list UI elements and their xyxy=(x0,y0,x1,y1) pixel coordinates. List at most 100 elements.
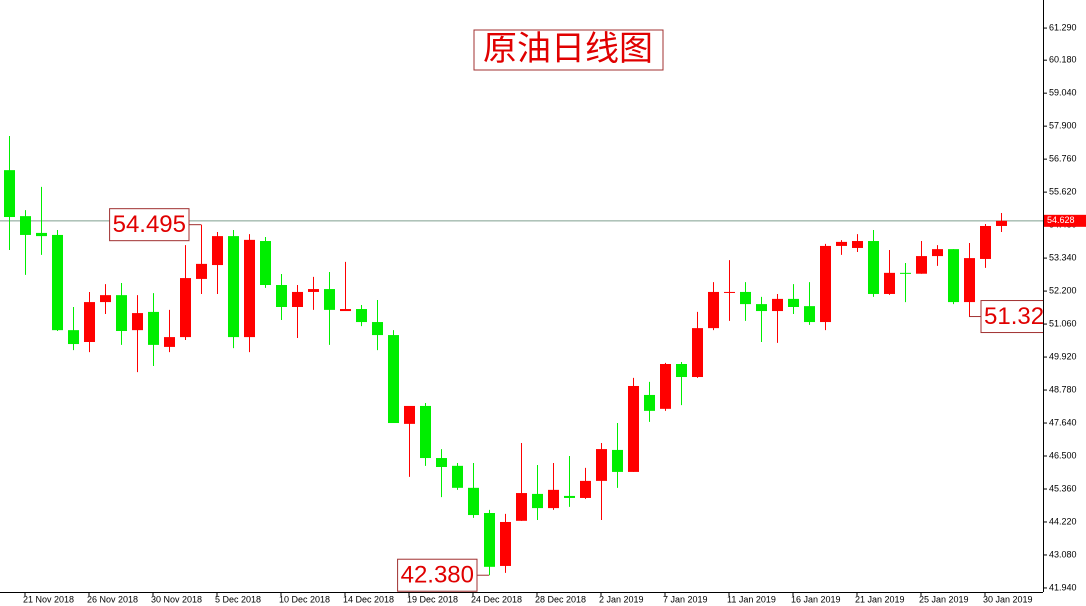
annotation-label: 42.380 xyxy=(401,562,474,589)
candle-body xyxy=(564,495,575,498)
candle-body xyxy=(644,394,655,411)
annotation-label: 54.495 xyxy=(113,211,186,238)
candle-body xyxy=(20,216,31,235)
axes: 41.940 43.080 44.220 45.360 46.500 47.640 48.7… xyxy=(23,22,1086,604)
y-tick-label: 49.920 xyxy=(1049,351,1077,361)
candle-body xyxy=(196,263,207,279)
annotation-box xyxy=(397,558,478,592)
x-tick-label: 21 Nov 2018 xyxy=(23,594,74,604)
y-tick-label: 41.940 xyxy=(1049,582,1077,592)
y-tick-label: 48.780 xyxy=(1049,384,1077,394)
candle-body xyxy=(260,241,271,286)
annotation-label: 51.32 xyxy=(984,303,1044,330)
y-tick-label: 52.200 xyxy=(1049,285,1077,295)
candle-body xyxy=(244,239,255,338)
x-tick-label: 24 Dec 2018 xyxy=(471,594,522,604)
candle-body xyxy=(116,295,127,332)
candle-body xyxy=(484,513,495,567)
candle-body xyxy=(948,249,959,303)
candle-body xyxy=(436,458,447,468)
x-tick-label: 26 Nov 2018 xyxy=(87,594,138,604)
candle-body xyxy=(756,304,767,312)
y-tick-label: 51.060 xyxy=(1049,318,1077,328)
candle-body xyxy=(852,241,863,248)
candle-body xyxy=(292,291,303,307)
last-price-box xyxy=(1044,214,1086,227)
candle-body xyxy=(916,256,927,274)
candle-body xyxy=(980,225,991,259)
candle-body xyxy=(516,493,527,521)
y-tick-label: 57.900 xyxy=(1049,121,1077,131)
candle-body xyxy=(4,170,15,218)
x-tick-label: 25 Jan 2019 xyxy=(919,594,969,604)
candle-body xyxy=(212,236,223,266)
candle-body xyxy=(308,289,319,292)
y-tick-label: 60.180 xyxy=(1049,55,1077,65)
candle-body xyxy=(356,309,367,323)
y-tick-label: 61.290 xyxy=(1049,22,1077,32)
title-box xyxy=(473,29,664,71)
candle-body xyxy=(148,311,159,345)
candle-body xyxy=(132,313,143,331)
candle-body xyxy=(452,465,463,488)
candle-body xyxy=(548,489,559,509)
candle-body xyxy=(228,236,239,338)
y-tick-label: 44.220 xyxy=(1049,516,1077,526)
x-tick-label: 30 Nov 2018 xyxy=(151,594,202,604)
candle-body xyxy=(404,405,415,424)
candle-body xyxy=(932,249,943,257)
plot-area xyxy=(0,135,1043,576)
candle-body xyxy=(884,272,895,294)
candle-body xyxy=(772,298,783,312)
price-annotation: 54.495 xyxy=(109,208,201,242)
candle-body xyxy=(708,291,719,329)
candle-body xyxy=(100,295,111,303)
candle-body xyxy=(84,302,95,343)
candle-body xyxy=(164,337,175,347)
x-tick-label: 19 Dec 2018 xyxy=(407,594,458,604)
candle-body xyxy=(580,480,591,498)
candle-body xyxy=(692,328,703,378)
candle-body xyxy=(324,289,335,310)
candle-body xyxy=(628,385,639,472)
candle-body xyxy=(532,493,543,509)
x-tick-label: 21 Jan 2019 xyxy=(855,594,905,604)
y-tick-label: 55.620 xyxy=(1049,187,1077,197)
x-tick-label: 28 Dec 2018 xyxy=(535,594,586,604)
candle-body xyxy=(180,278,191,338)
candle-body xyxy=(68,330,79,345)
last-price-label: 54.628 xyxy=(1047,215,1075,225)
candle-body xyxy=(276,285,287,307)
x-tick-label: 10 Dec 2018 xyxy=(279,594,330,604)
candle-body xyxy=(612,449,623,472)
y-tick-label: 53.340 xyxy=(1049,252,1077,262)
y-tick-label: 59.040 xyxy=(1049,88,1077,98)
candle-body xyxy=(804,306,815,323)
y-tick-label: 46.500 xyxy=(1049,450,1077,460)
price-annotation: 51.32 xyxy=(969,300,1044,334)
x-tick-label: 2 Jan 2019 xyxy=(599,594,644,604)
candle-body xyxy=(836,241,847,246)
candle-body xyxy=(820,245,831,323)
candle-body xyxy=(36,232,47,237)
y-tick-label: 47.640 xyxy=(1049,417,1077,427)
x-tick-label: 14 Dec 2018 xyxy=(343,594,394,604)
candle-body xyxy=(372,322,383,336)
candle-body xyxy=(468,487,479,516)
candle-body xyxy=(420,405,431,459)
candle-body xyxy=(660,363,671,409)
y-tick-label: 56.760 xyxy=(1049,154,1077,164)
candle-body xyxy=(724,291,735,293)
candle-body xyxy=(676,363,687,378)
candle-body xyxy=(740,291,751,305)
candle-body xyxy=(996,220,1007,226)
x-tick-label: 11 Jan 2019 xyxy=(727,594,776,604)
candle-body xyxy=(868,241,879,294)
candle-body xyxy=(500,521,511,566)
candle-body xyxy=(900,272,911,274)
candle-body xyxy=(388,335,399,424)
candle-body xyxy=(596,449,607,481)
x-tick-label: 5 Dec 2018 xyxy=(215,594,261,604)
y-tick-label: 43.080 xyxy=(1049,549,1077,559)
